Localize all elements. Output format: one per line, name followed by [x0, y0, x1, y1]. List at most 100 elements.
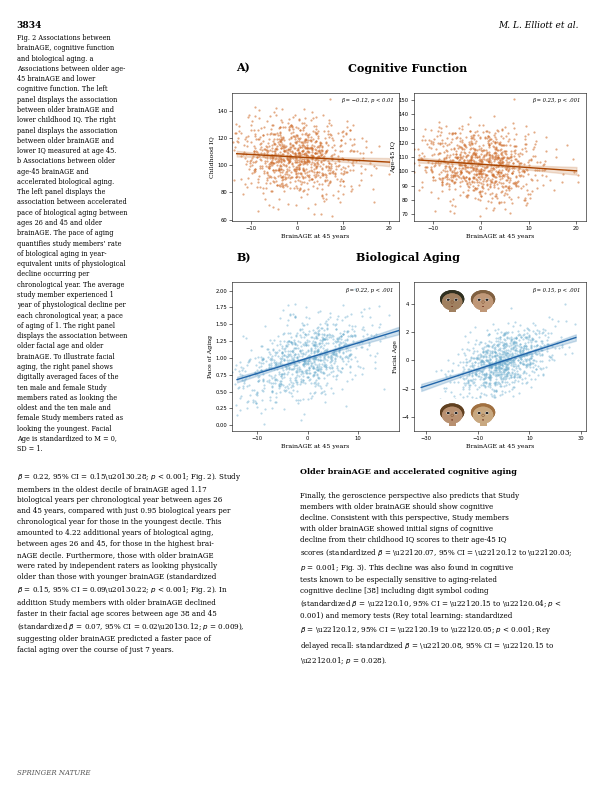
Point: [238, 381, 248, 394]
Point: [316, 339, 325, 352]
Point: [497, 350, 506, 363]
Point: [437, 126, 446, 138]
Point: [308, 132, 318, 145]
Point: [467, 149, 477, 161]
Text: β = 0.23, p < .001: β = 0.23, p < .001: [533, 98, 581, 104]
Point: [504, 377, 513, 390]
Point: [267, 353, 277, 365]
Point: [275, 377, 285, 389]
Point: [272, 374, 281, 387]
Point: [328, 188, 337, 201]
Point: [503, 362, 513, 375]
Point: [365, 349, 375, 361]
Point: [318, 147, 327, 160]
Point: [287, 121, 297, 134]
Point: [322, 332, 332, 345]
Point: [493, 343, 502, 356]
Point: [319, 327, 328, 340]
Point: [448, 399, 458, 411]
Point: [473, 351, 483, 364]
Point: [284, 117, 293, 130]
Point: [323, 350, 333, 363]
Point: [484, 349, 494, 361]
Point: [270, 166, 279, 179]
Point: [516, 350, 525, 363]
Point: [450, 390, 459, 403]
Point: [501, 363, 511, 376]
Point: [477, 355, 487, 368]
Point: [538, 368, 548, 380]
Point: [284, 123, 294, 135]
Point: [301, 366, 311, 379]
Point: [315, 328, 324, 341]
Point: [256, 351, 266, 364]
Point: [444, 138, 454, 150]
Point: [305, 165, 314, 178]
Point: [486, 344, 495, 357]
Point: [503, 361, 512, 373]
Point: [303, 154, 313, 167]
Point: [459, 169, 468, 182]
Point: [305, 151, 315, 164]
Point: [508, 167, 517, 180]
Point: [286, 181, 295, 194]
Point: [468, 129, 478, 142]
Point: [500, 354, 510, 366]
Point: [447, 165, 457, 178]
Point: [452, 131, 461, 144]
Point: [463, 180, 472, 193]
Point: [271, 108, 280, 121]
Point: [494, 151, 503, 164]
Point: [332, 368, 342, 380]
Point: [322, 343, 331, 356]
Point: [328, 364, 337, 377]
Point: [434, 154, 443, 167]
Point: [275, 312, 285, 324]
Point: [311, 127, 321, 140]
Point: [452, 150, 462, 163]
Point: [417, 146, 427, 159]
Point: [471, 161, 481, 174]
Point: [480, 359, 490, 372]
Point: [450, 151, 460, 164]
Point: [485, 356, 494, 369]
Point: [304, 361, 314, 374]
Point: [311, 126, 320, 138]
Point: [351, 341, 361, 354]
Point: [275, 357, 285, 369]
Point: [292, 149, 301, 161]
Point: [277, 358, 287, 370]
Point: [487, 168, 497, 180]
Point: [296, 367, 306, 380]
Point: [290, 351, 299, 364]
Point: [300, 353, 309, 365]
Point: [468, 148, 477, 161]
Point: [306, 344, 316, 357]
Point: [307, 142, 317, 154]
Point: [469, 184, 478, 197]
Point: [452, 148, 461, 161]
Point: [317, 321, 326, 334]
Point: [497, 176, 506, 189]
Point: [439, 152, 449, 165]
Point: [500, 346, 509, 358]
Point: [272, 140, 281, 153]
Point: [321, 175, 330, 187]
Point: [511, 153, 520, 165]
Point: [262, 160, 271, 172]
Point: [525, 187, 535, 200]
Point: [493, 181, 503, 194]
Point: [487, 358, 497, 370]
Point: [489, 181, 499, 194]
Point: [324, 162, 334, 175]
Point: [291, 171, 300, 184]
Point: [455, 356, 464, 369]
Point: [469, 352, 478, 365]
Point: [466, 154, 475, 167]
Point: [481, 187, 490, 199]
Point: [501, 339, 511, 352]
Point: [310, 147, 320, 160]
Point: [266, 170, 275, 183]
Point: [357, 340, 367, 353]
Point: [512, 176, 522, 188]
